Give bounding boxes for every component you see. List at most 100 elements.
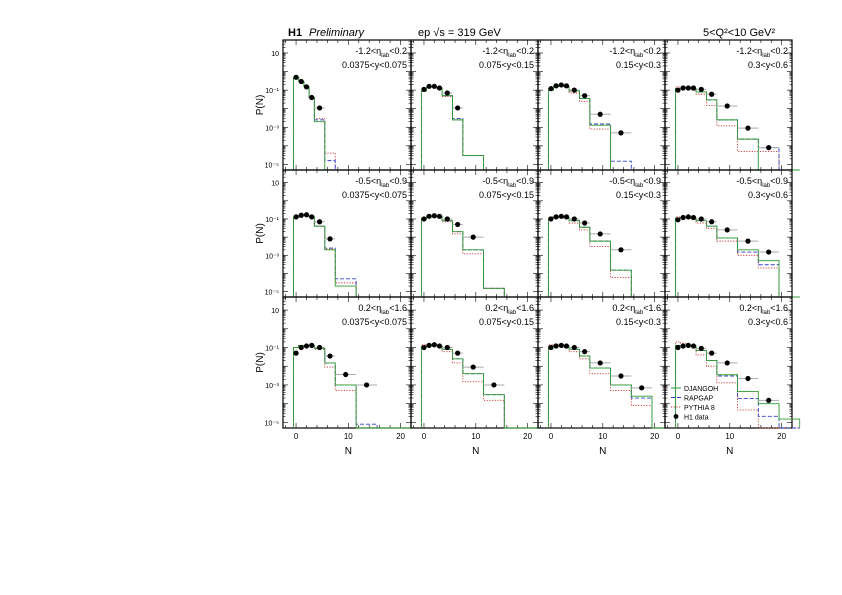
data-point: [639, 385, 645, 391]
energy-label: ep √s = 319 GeV: [418, 27, 501, 39]
data-point: [597, 231, 603, 237]
eta-sub: lab: [381, 183, 390, 189]
data-point: [558, 82, 564, 88]
y-tick-label: 10: [271, 181, 279, 188]
data-point: [293, 350, 299, 356]
data-point: [426, 342, 432, 348]
eta-sub: lab: [508, 310, 517, 316]
eta-range-label: 0.2<ηlab<1.6: [485, 303, 534, 316]
data-point: [724, 360, 730, 366]
eta-part: <0.9: [389, 176, 407, 186]
data-point: [675, 87, 681, 93]
data-point: [618, 373, 624, 379]
data-point: [470, 234, 476, 240]
data-point: [426, 83, 432, 89]
eta-part: -0.5<η: [355, 176, 381, 186]
eta-part: 0.2<η: [612, 303, 635, 313]
data-point: [421, 216, 427, 222]
data-point: [421, 344, 427, 351]
pythia-histogram: [675, 342, 799, 428]
eta-sub: lab: [635, 53, 644, 59]
data-point: [309, 214, 315, 220]
eta-part: -1.2<η: [355, 46, 381, 56]
data-point: [685, 85, 691, 91]
x-tick-label: 10: [725, 432, 734, 441]
eta-sub: lab: [762, 183, 771, 189]
eta-range-label: -1.2<ηlab<0.2: [355, 46, 407, 59]
data-point: [571, 216, 577, 222]
rapgap-histogram: [293, 215, 418, 297]
data-point: [563, 343, 570, 349]
pythia-histogram: [293, 77, 418, 170]
pythia-histogram: [675, 217, 799, 297]
data-point: [571, 87, 577, 93]
data-point: [444, 344, 450, 351]
data-point: [675, 217, 681, 223]
data-point: [303, 212, 310, 218]
x-axis-label: N: [726, 446, 733, 457]
eta-part: <0.2: [516, 46, 534, 56]
x-tick-label: 0: [294, 432, 299, 441]
panel-5: 1010⁻¹10⁻³10⁻⁵P(N)-0.5<ηlab<0.90.0375<y<…: [255, 169, 419, 298]
data-point: [766, 397, 772, 403]
data-point: [444, 216, 450, 222]
x-axis-label: N: [472, 446, 479, 457]
eta-range-label: -1.2<ηlab<0.2: [736, 46, 788, 59]
x-tick-label: 0: [676, 432, 681, 441]
eta-part: 0.2<η: [358, 303, 381, 313]
eta-part: -0.5<η: [736, 176, 762, 186]
legend-label-rapgap: RAPGAP: [684, 396, 714, 403]
djangoh-histogram: [548, 216, 672, 297]
data-point: [436, 343, 443, 349]
y-range-label: 0.15<y<0.3: [616, 60, 661, 70]
djangoh-histogram: [548, 345, 672, 428]
data-point: [709, 219, 715, 225]
data-point: [431, 342, 437, 348]
data-point: [597, 111, 603, 117]
y-tick-label: 10⁻⁵: [265, 420, 279, 427]
data-point: [582, 93, 588, 99]
data-point: [553, 214, 559, 220]
y-range-label: 0.15<y<0.3: [616, 190, 661, 200]
panel-3: -1.2<ηlab<0.20.15<y<0.3: [537, 39, 673, 171]
eta-range-label: -1.2<ηlab<0.2: [482, 46, 534, 59]
eta-sub: lab: [762, 310, 771, 316]
data-point: [685, 342, 691, 348]
data-point: [298, 212, 304, 218]
y-range-label: 0.0375<y<0.075: [342, 60, 407, 70]
data-point: [293, 74, 299, 80]
data-point: [470, 364, 476, 370]
x-tick-label: 0: [549, 432, 554, 441]
x-axis-label: N: [345, 446, 352, 457]
djangoh-histogram: [548, 86, 672, 170]
data-point: [563, 214, 570, 220]
legend-label-data: H1 data: [684, 415, 709, 422]
eta-sub: lab: [508, 53, 517, 59]
data-point: [709, 350, 715, 356]
y-range-label: 0.075<y<0.15: [479, 190, 534, 200]
data-point: [491, 382, 497, 388]
rapgap-histogram: [293, 77, 418, 170]
eta-part: <1.6: [770, 303, 788, 313]
legend-label-djangoh: DJANGOH: [684, 386, 718, 393]
legend-label-pythia: PYTHIA 8: [684, 405, 715, 412]
y-range-label: 0.3<y<0.6: [748, 190, 788, 200]
data-point: [298, 344, 304, 351]
data-point: [685, 214, 691, 220]
djangoh-histogram: [421, 345, 545, 428]
data-point: [343, 371, 349, 378]
data-point: [363, 382, 370, 388]
pythia-histogram: [421, 216, 545, 297]
y-tick-label: 10⁻³: [265, 253, 279, 260]
data-point: [309, 94, 315, 101]
y-range-label: 0.075<y<0.15: [479, 317, 534, 327]
legend-marker: [673, 414, 679, 419]
data-point: [303, 343, 310, 349]
data-point: [431, 83, 437, 89]
data-point: [680, 343, 686, 349]
y-tick-label: 10⁻¹: [265, 217, 279, 224]
data-point: [303, 84, 310, 90]
eta-part: -1.2<η: [609, 46, 635, 56]
y-tick-label: 10⁻³: [265, 383, 279, 390]
